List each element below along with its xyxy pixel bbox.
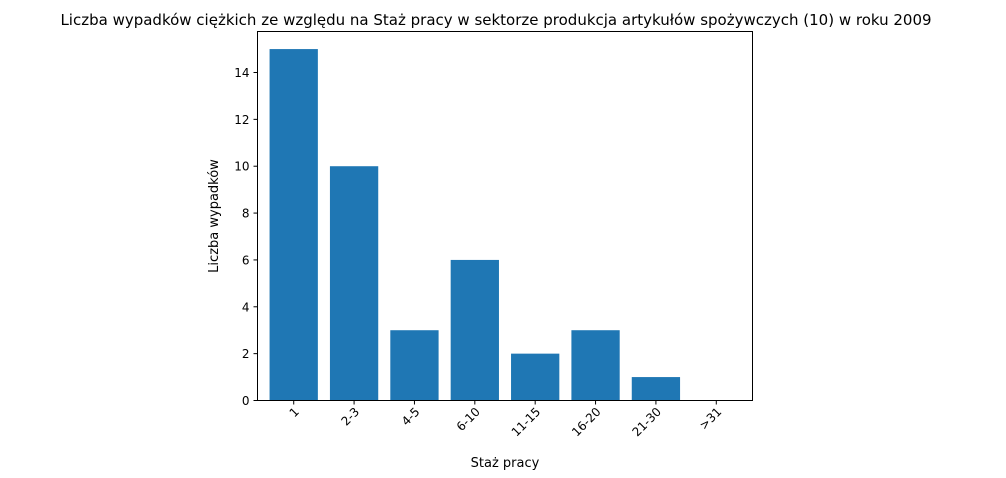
x-tick-label: 2-3 bbox=[338, 405, 362, 429]
bar-21-30 bbox=[631, 377, 681, 401]
x-tick-label: >31 bbox=[697, 405, 725, 433]
y-tick-label: 12 bbox=[234, 113, 249, 127]
y-tick-label: 4 bbox=[242, 300, 250, 314]
x-tick-label: 11-15 bbox=[509, 405, 544, 440]
bar-4-5 bbox=[390, 330, 439, 401]
x-tick-label: 6-10 bbox=[454, 405, 483, 434]
bar-1 bbox=[269, 49, 318, 401]
y-tick-label: 10 bbox=[234, 160, 249, 174]
bar-11-15 bbox=[511, 353, 560, 401]
x-tick-label: 4-5 bbox=[399, 405, 423, 429]
chart-title: Liczba wypadków ciężkich ze względu na S… bbox=[60, 11, 931, 29]
x-tick-label: 16-20 bbox=[569, 405, 604, 440]
bar-6-10 bbox=[450, 259, 499, 401]
x-tick-label: 21-30 bbox=[629, 405, 664, 440]
plot-area: 1 2-3 4-5 6-10 11-15 16-20 21-30 >31 0 2 4 6 8 10 12 14 bbox=[234, 49, 724, 439]
x-tick-label: 1 bbox=[287, 405, 302, 420]
x-axis-label: Staż pracy bbox=[471, 456, 540, 471]
y-tick-label: 2 bbox=[242, 347, 250, 361]
plot-frame bbox=[257, 31, 753, 401]
y-tick-label: 0 bbox=[242, 394, 250, 408]
y-axis-label: Liczba wypadków bbox=[207, 159, 222, 273]
bar-2-3 bbox=[329, 166, 379, 401]
bar-16-20 bbox=[571, 330, 620, 401]
y-tick-label: 8 bbox=[242, 207, 250, 221]
y-tick-label: 6 bbox=[242, 253, 250, 267]
y-tick-label: 14 bbox=[234, 66, 249, 80]
